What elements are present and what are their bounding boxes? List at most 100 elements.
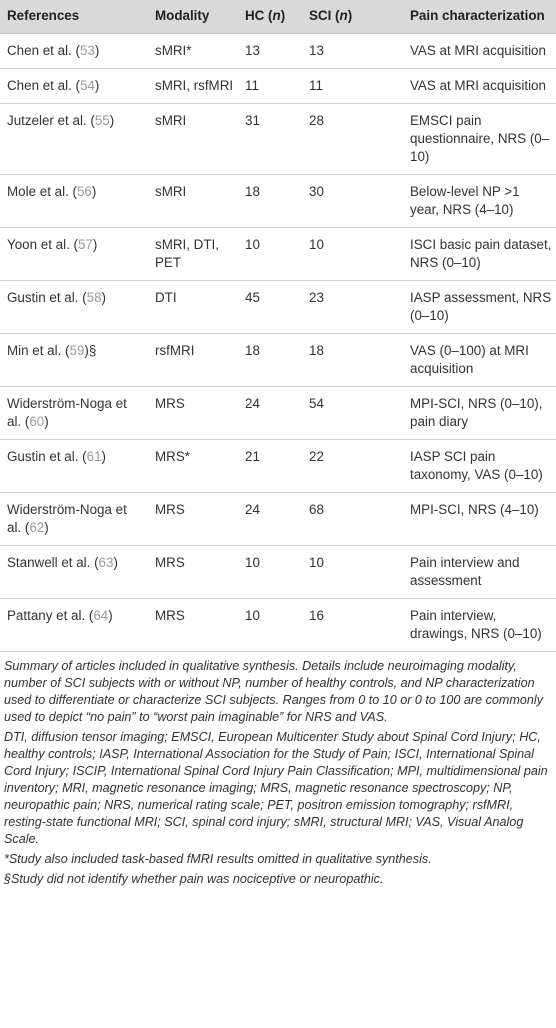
header-pain: Pain characterization: [403, 0, 556, 34]
reference-close: ): [44, 520, 49, 535]
header-sci-n: n: [339, 8, 348, 23]
cell-pain: IASP SCI pain taxonomy, VAS (0–10): [410, 449, 543, 482]
cell-modality: rsfMRI: [155, 343, 195, 358]
cell-sci: 18: [309, 343, 324, 358]
cell-reference: Mole et al. (56): [0, 175, 148, 228]
cell-pain: VAS (0–100) at MRI acquisition: [410, 343, 529, 376]
table-row: Min et al. (59)§ rsfMRI 18 18 VAS (0–100) at…: [0, 333, 556, 387]
table-header: References Modality HC (n) SCI (n) Pain …: [0, 0, 556, 34]
cell-sci: 54: [309, 396, 324, 411]
cell-modality: sMRI, rsfMRI: [155, 78, 234, 93]
cell-reference: Widerström-Noga et al. (62): [0, 493, 148, 546]
reference-author: Chen et al. (: [7, 43, 80, 58]
cell-pain: IASP assessment, NRS (0–10): [410, 290, 552, 323]
reference-close: ): [91, 184, 97, 199]
reference-link: 60: [29, 414, 45, 429]
table-row: Jutzeler et al. (55) sMRI 31 28 EMSCI pain q…: [0, 103, 556, 175]
header-hc-close: ): [280, 8, 286, 23]
reference-author: Mole et al. (: [7, 184, 77, 199]
cell-pain: VAS at MRI acquisition: [410, 78, 546, 93]
header-hc-n: n: [272, 8, 281, 23]
header-modality: Modality: [148, 0, 243, 34]
header-hc: HC (n): [243, 0, 307, 34]
header-references-label: References: [7, 8, 80, 23]
cell-hc: 10: [245, 237, 260, 252]
cell-sci: 68: [309, 502, 324, 517]
cell-reference: Stanwell et al. (63): [0, 546, 148, 599]
cell-sci: 10: [309, 237, 324, 252]
reference-link: 64: [93, 608, 109, 623]
cell-modality: MRS: [155, 555, 185, 570]
cell-hc: 10: [245, 608, 260, 623]
reference-close: ): [94, 43, 100, 58]
summary-table-container: References Modality HC (n) SCI (n) Pain …: [0, 0, 556, 886]
reference-link: 61: [86, 449, 102, 464]
cell-pain: Pain interview and assessment: [410, 555, 520, 588]
footnote-section: §Study did not identify whether pain was…: [4, 872, 384, 886]
cell-modality: sMRI*: [155, 43, 192, 58]
reference-link: 54: [79, 78, 95, 93]
cell-hc: 18: [245, 184, 260, 199]
reference-close: ): [108, 608, 113, 623]
header-sci-close: ): [347, 8, 353, 23]
cell-reference: Min et al. (59)§: [0, 334, 148, 387]
reference-close: ): [44, 414, 49, 429]
cell-reference: Chen et al. (54): [0, 69, 148, 104]
cell-modality: MRS: [155, 502, 185, 517]
cell-hc: 24: [245, 396, 260, 411]
reference-close: ): [94, 78, 100, 93]
notes-summary: Summary of articles included in qualitat…: [4, 659, 544, 724]
cell-sci: 28: [309, 113, 324, 128]
cell-sci: 22: [309, 449, 324, 464]
table-row: Chen et al. (54) sMRI, rsfMRI 11 11 VAS at M…: [0, 68, 556, 104]
table-row: Pattany et al. (64) MRS 10 16 Pain interview…: [0, 598, 556, 652]
reference-author: Widerström-Noga et al. (: [7, 396, 127, 429]
reference-author: Gustin et al. (: [7, 449, 87, 464]
cell-reference: Jutzeler et al. (55): [0, 104, 148, 175]
cell-hc: 31: [245, 113, 260, 128]
cell-reference: Widerström-Noga et al. (60): [0, 387, 148, 440]
reference-author: Jutzeler et al. (: [7, 113, 95, 128]
cell-pain: ISCI basic pain dataset, NRS (0–10): [410, 237, 552, 270]
header-pain-label: Pain characterization: [410, 8, 545, 23]
cell-sci: 13: [309, 43, 324, 58]
table-row: Mole et al. (56) sMRI 18 30 Below-level NP >…: [0, 174, 556, 228]
reference-close: ): [92, 237, 98, 252]
cell-hc: 21: [245, 449, 260, 464]
cell-modality: sMRI: [155, 184, 187, 199]
cell-modality: sMRI: [155, 113, 187, 128]
cell-reference: Gustin et al. (61): [0, 440, 148, 493]
cell-sci: 10: [309, 555, 324, 570]
reference-link: 55: [94, 113, 110, 128]
reference-author: Chen et al. (: [7, 78, 80, 93]
cell-modality: MRS: [155, 396, 185, 411]
cell-modality: MRS: [155, 608, 185, 623]
cell-hc: 18: [245, 343, 260, 358]
reference-link: 53: [79, 43, 95, 58]
cell-sci: 30: [309, 184, 324, 199]
cell-reference: Pattany et al. (64): [0, 599, 148, 652]
header-modality-label: Modality: [155, 8, 210, 23]
reference-author: Min et al. (: [7, 343, 70, 358]
reference-close: )§: [84, 343, 97, 358]
reference-author: Yoon et al. (: [7, 237, 78, 252]
reference-link: 63: [98, 555, 114, 570]
reference-link: 58: [86, 290, 102, 305]
cell-reference: Chen et al. (53): [0, 34, 148, 69]
reference-link: 57: [77, 237, 93, 252]
cell-modality: DTI: [155, 290, 177, 305]
summary-table: References Modality HC (n) SCI (n) Pain …: [0, 0, 556, 652]
cell-sci: 16: [309, 608, 324, 623]
table-row: Widerström-Noga et al. (60) MRS 24 54 MPI-SC…: [0, 386, 556, 440]
cell-hc: 45: [245, 290, 260, 305]
cell-reference: Gustin et al. (58): [0, 281, 148, 334]
cell-pain: Below-level NP >1 year, NRS (4–10): [410, 184, 520, 217]
table-row: Gustin et al. (61) MRS* 21 22 IASP SCI pain …: [0, 439, 556, 493]
reference-close: ): [109, 113, 115, 128]
reference-close: ): [101, 290, 107, 305]
cell-pain: VAS at MRI acquisition: [410, 43, 546, 58]
header-sci: SCI (n): [307, 0, 403, 34]
table-row: Yoon et al. (57) sMRI, DTI, PET 10 10 ISCI b…: [0, 227, 556, 281]
cell-hc: 11: [245, 78, 259, 93]
table-row: Stanwell et al. (63) MRS 10 10 Pain intervie…: [0, 545, 556, 599]
